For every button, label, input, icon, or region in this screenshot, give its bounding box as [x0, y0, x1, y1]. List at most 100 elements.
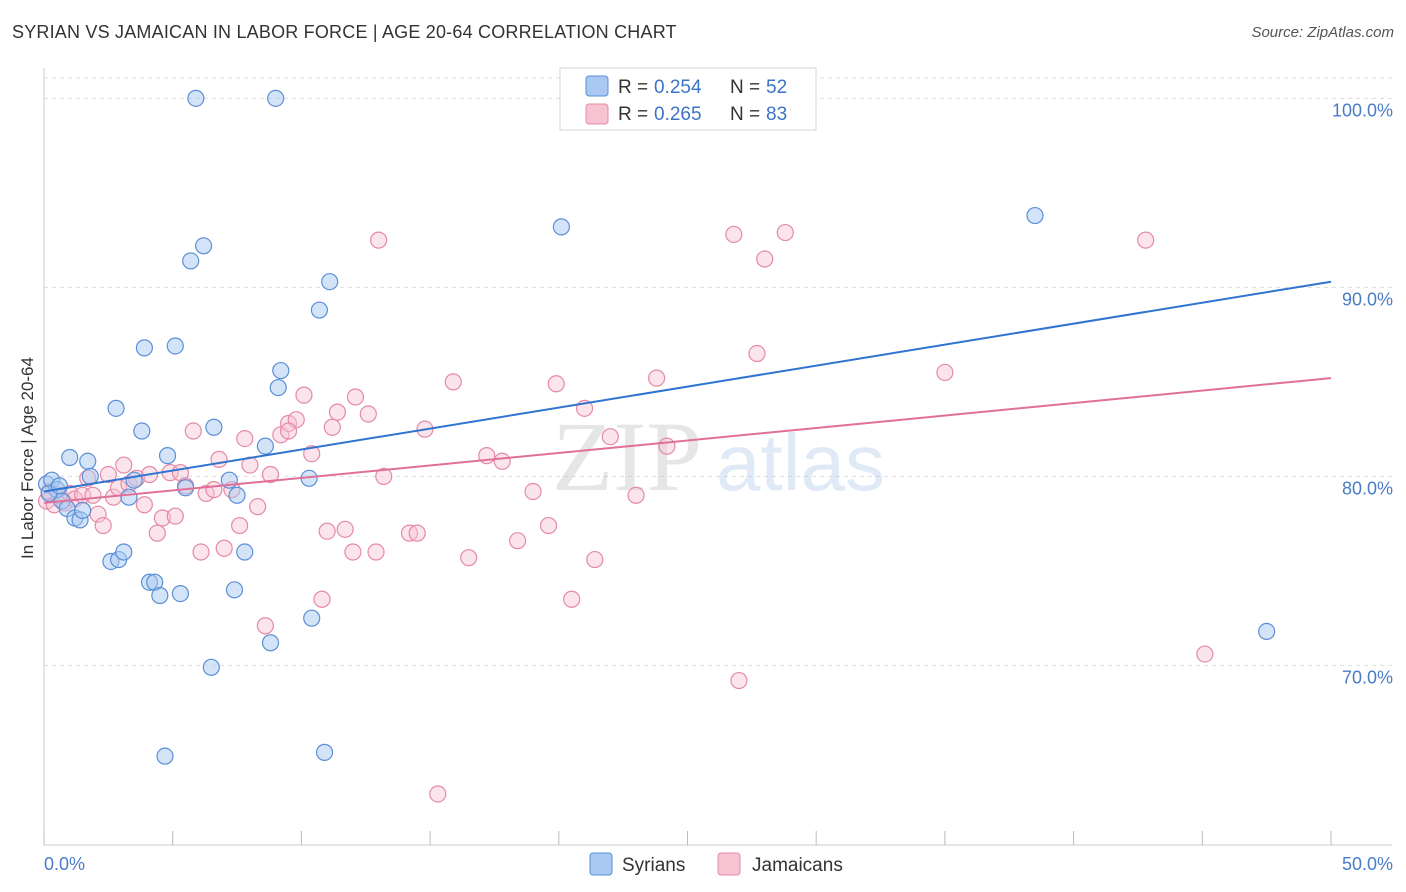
- jamaican-point: [563, 590, 581, 608]
- jamaican-point: [166, 507, 184, 525]
- syrian-point: [225, 581, 244, 599]
- watermark-atlas: atlas: [716, 418, 885, 507]
- legend-n-value: 52: [766, 77, 787, 98]
- syrian-point: [205, 418, 223, 436]
- watermark: ZIP atlas: [552, 401, 885, 512]
- syrian-point: [269, 378, 287, 397]
- jamaican-point: [1137, 231, 1155, 249]
- jamaican-points: [37, 223, 1214, 803]
- jamaican-point: [336, 520, 354, 538]
- legend-r-label: R =: [618, 77, 648, 98]
- syrian-point: [315, 743, 334, 761]
- x-tick-labels: 0.0% 50.0%: [44, 854, 1393, 874]
- legend-swatch-jamaicans: [585, 103, 609, 125]
- syrian-point: [228, 486, 246, 504]
- jamaican-point: [115, 456, 133, 474]
- jamaican-point: [586, 550, 604, 569]
- syrian-point: [256, 437, 274, 455]
- y-tick-label: 100.0%: [1332, 100, 1393, 120]
- trend-lines: [43, 280, 1332, 504]
- stats-legend: R = 0.254 N = 52 R = 0.265 N = 83: [559, 67, 817, 131]
- syrian-point: [321, 273, 339, 291]
- x-tick-label: 50.0%: [1342, 854, 1393, 874]
- syrian-trend-line: [43, 280, 1332, 493]
- jamaican-point: [344, 543, 362, 561]
- jamaican-point: [444, 373, 462, 391]
- syrian-point: [50, 477, 69, 495]
- bottom-legend-syrians: Syrians: [622, 855, 685, 876]
- syrian-point: [261, 634, 280, 652]
- jamaican-point: [205, 481, 223, 499]
- legend-r-value: 0.265: [654, 104, 702, 125]
- syrian-point: [303, 609, 321, 627]
- chart-title: SYRIAN VS JAMAICAN IN LABOR FORCE | AGE …: [12, 22, 677, 42]
- y-tick-label: 80.0%: [1342, 478, 1393, 498]
- jamaican-point: [359, 405, 377, 423]
- syrian-point: [107, 399, 125, 417]
- jamaican-point: [135, 496, 153, 514]
- jamaican-point: [236, 429, 254, 448]
- syrian-point: [236, 543, 254, 561]
- jamaican-point: [313, 590, 331, 608]
- syrian-point: [182, 252, 200, 270]
- bottom-legend-swatch-syrians: [589, 852, 613, 876]
- jamaican-point: [184, 422, 202, 440]
- jamaican-point: [756, 250, 774, 268]
- jamaican-point: [493, 452, 511, 470]
- jamaican-point: [1196, 645, 1214, 663]
- source-credit: Source: ZipAtlas.com: [1251, 24, 1394, 41]
- syrian-point: [267, 89, 285, 107]
- jamaican-point: [408, 524, 426, 542]
- jamaican-point: [460, 549, 478, 567]
- legend-r-value: 0.254: [654, 77, 702, 98]
- syrian-point: [151, 586, 169, 605]
- syrian-point: [74, 501, 92, 520]
- jamaican-point: [210, 450, 228, 468]
- jamaican-point: [99, 465, 117, 484]
- legend-n-value: 83: [766, 104, 787, 125]
- syrian-point: [158, 447, 177, 465]
- x-tick-label: 0.0%: [44, 854, 85, 874]
- legend-swatch-syrians: [585, 75, 609, 97]
- jamaican-point: [295, 386, 313, 404]
- syrian-point: [156, 747, 174, 765]
- jamaican-point: [148, 524, 166, 542]
- jamaican-point: [323, 418, 341, 436]
- syrian-point: [187, 89, 205, 107]
- jamaican-point: [375, 467, 393, 486]
- jamaican-point: [279, 422, 298, 440]
- syrian-point: [61, 448, 79, 467]
- jamaican-point: [84, 486, 102, 504]
- jamaican-point: [261, 465, 280, 484]
- jamaican-point: [215, 539, 233, 557]
- syrian-point: [194, 237, 213, 255]
- syrian-point: [171, 584, 190, 603]
- syrian-point: [310, 301, 329, 319]
- legend-n-label: N =: [730, 104, 760, 125]
- y-axis-title: In Labor Force | Age 20-64: [18, 357, 37, 559]
- jamaican-point: [509, 532, 527, 550]
- jamaican-point: [192, 543, 210, 561]
- jamaican-point: [658, 437, 676, 455]
- jamaican-point: [429, 785, 447, 803]
- jamaican-point: [303, 445, 321, 463]
- jamaican-point: [370, 231, 388, 249]
- syrian-point: [1258, 622, 1276, 641]
- y-tick-label: 90.0%: [1342, 289, 1393, 309]
- bottom-legend-jamaicans: Jamaicans: [752, 855, 843, 876]
- jamaican-point: [249, 498, 267, 516]
- legend-r-label: R =: [618, 104, 648, 125]
- syrian-point: [202, 658, 220, 676]
- syrian-point: [79, 452, 97, 470]
- bottom-legend-swatch-jamaicans: [717, 852, 741, 876]
- syrian-point: [166, 337, 184, 355]
- y-tick-labels: 70.0% 80.0% 90.0% 100.0%: [1332, 100, 1393, 687]
- jamaican-point: [94, 516, 112, 535]
- jamaican-point: [547, 375, 565, 393]
- jamaican-point: [648, 369, 666, 387]
- syrian-point: [125, 471, 143, 489]
- syrian-point: [552, 218, 570, 236]
- axes: [43, 68, 1392, 846]
- syrian-point: [120, 488, 138, 506]
- watermark-zip: ZIP: [552, 401, 702, 512]
